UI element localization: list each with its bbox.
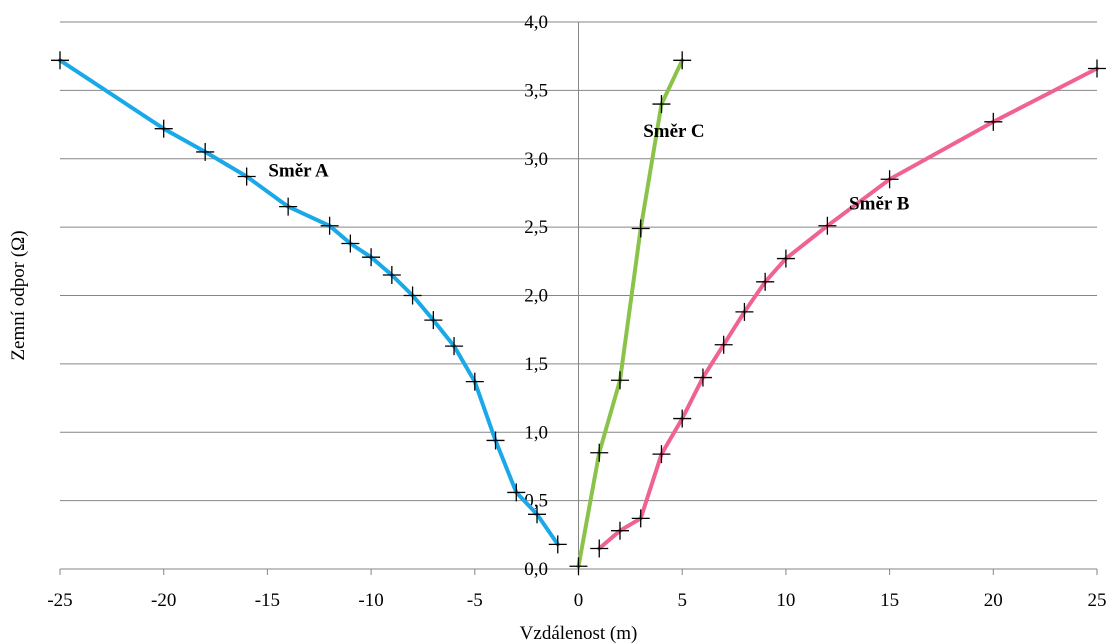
y-axis-title: Zemní odpor (Ω) <box>8 230 29 360</box>
data-point-marker <box>465 372 484 391</box>
data-point-marker <box>631 509 650 528</box>
y-tick-label: 0,0 <box>524 559 548 580</box>
x-tick-label: 5 <box>677 590 687 611</box>
x-tick-label: -20 <box>151 590 176 611</box>
data-point-marker <box>610 371 629 390</box>
series-line-smer-b <box>597 66 1099 551</box>
x-tick-label: -15 <box>255 590 280 611</box>
data-point-marker <box>776 249 795 268</box>
data-point-marker <box>341 234 360 253</box>
y-tick-label: 0,5 <box>524 491 548 512</box>
data-point-marker <box>424 311 443 330</box>
data-point-marker <box>445 337 464 356</box>
y-tick-label: 1,0 <box>524 422 548 443</box>
series-label-smer-c: Směr C <box>643 121 704 142</box>
x-tick-labels: -25 -20 -15 -10 -5 0 5 10 15 20 25 <box>47 569 1107 611</box>
data-point-marker <box>756 272 775 291</box>
x-tick-label: 20 <box>984 590 1003 611</box>
y-tick-label: 4,0 <box>524 12 548 33</box>
data-point-marker <box>528 505 547 524</box>
data-point-marker <box>735 302 754 321</box>
data-point-marker <box>590 539 609 558</box>
y-tick-label: 2,0 <box>524 286 548 307</box>
data-markers <box>51 51 1106 576</box>
x-tick-label: -25 <box>47 590 72 611</box>
data-point-marker <box>51 51 69 70</box>
data-point-marker <box>880 170 899 189</box>
data-point-marker <box>673 51 692 70</box>
data-point-marker <box>507 483 526 502</box>
x-tick-label: 0 <box>574 590 584 611</box>
data-point-marker <box>154 119 173 138</box>
y-tick-label: 3,5 <box>524 80 548 101</box>
x-tick-label: 25 <box>1088 590 1107 611</box>
data-point-marker <box>569 557 588 576</box>
x-tick-label: -5 <box>467 590 483 611</box>
series-line-smer-c <box>576 58 685 569</box>
data-point-marker <box>403 286 422 305</box>
series-line-smer-a <box>58 58 560 547</box>
y-tick-labels: 0,0 0,5 1,0 1,5 2,0 2,5 3,0 3,5 4,0 <box>524 12 548 580</box>
data-point-marker <box>673 409 692 428</box>
y-tick-label: 2,5 <box>524 217 548 238</box>
data-point-marker <box>714 335 733 354</box>
data-point-marker <box>652 445 671 464</box>
series-label-smer-a: Směr A <box>268 161 329 182</box>
x-tick-label: 10 <box>776 590 795 611</box>
data-point-marker <box>362 248 381 267</box>
x-tick-label: 15 <box>880 590 899 611</box>
data-point-marker <box>548 535 567 554</box>
series-label-smer-b: Směr B <box>849 193 910 214</box>
series-annotations: Směr A Směr B Směr C <box>268 121 909 214</box>
data-point-marker <box>693 368 712 387</box>
data-point-marker <box>652 95 671 114</box>
data-point-marker <box>486 431 505 450</box>
data-point-marker <box>631 219 650 238</box>
x-axis-title: Vzdálenost (m) <box>520 623 638 644</box>
data-point-marker <box>382 265 401 284</box>
data-point-marker <box>818 216 837 235</box>
data-point-marker <box>237 167 256 186</box>
data-point-marker <box>984 112 1003 131</box>
data-point-marker <box>610 521 629 540</box>
y-tick-label: 3,0 <box>524 149 548 170</box>
data-point-marker <box>196 142 215 161</box>
data-point-marker <box>279 197 298 216</box>
x-tick-label: -10 <box>358 590 383 611</box>
data-point-marker <box>590 443 609 462</box>
data-point-marker <box>320 216 339 235</box>
data-point-marker <box>1088 59 1106 78</box>
y-tick-label: 1,5 <box>524 354 548 375</box>
